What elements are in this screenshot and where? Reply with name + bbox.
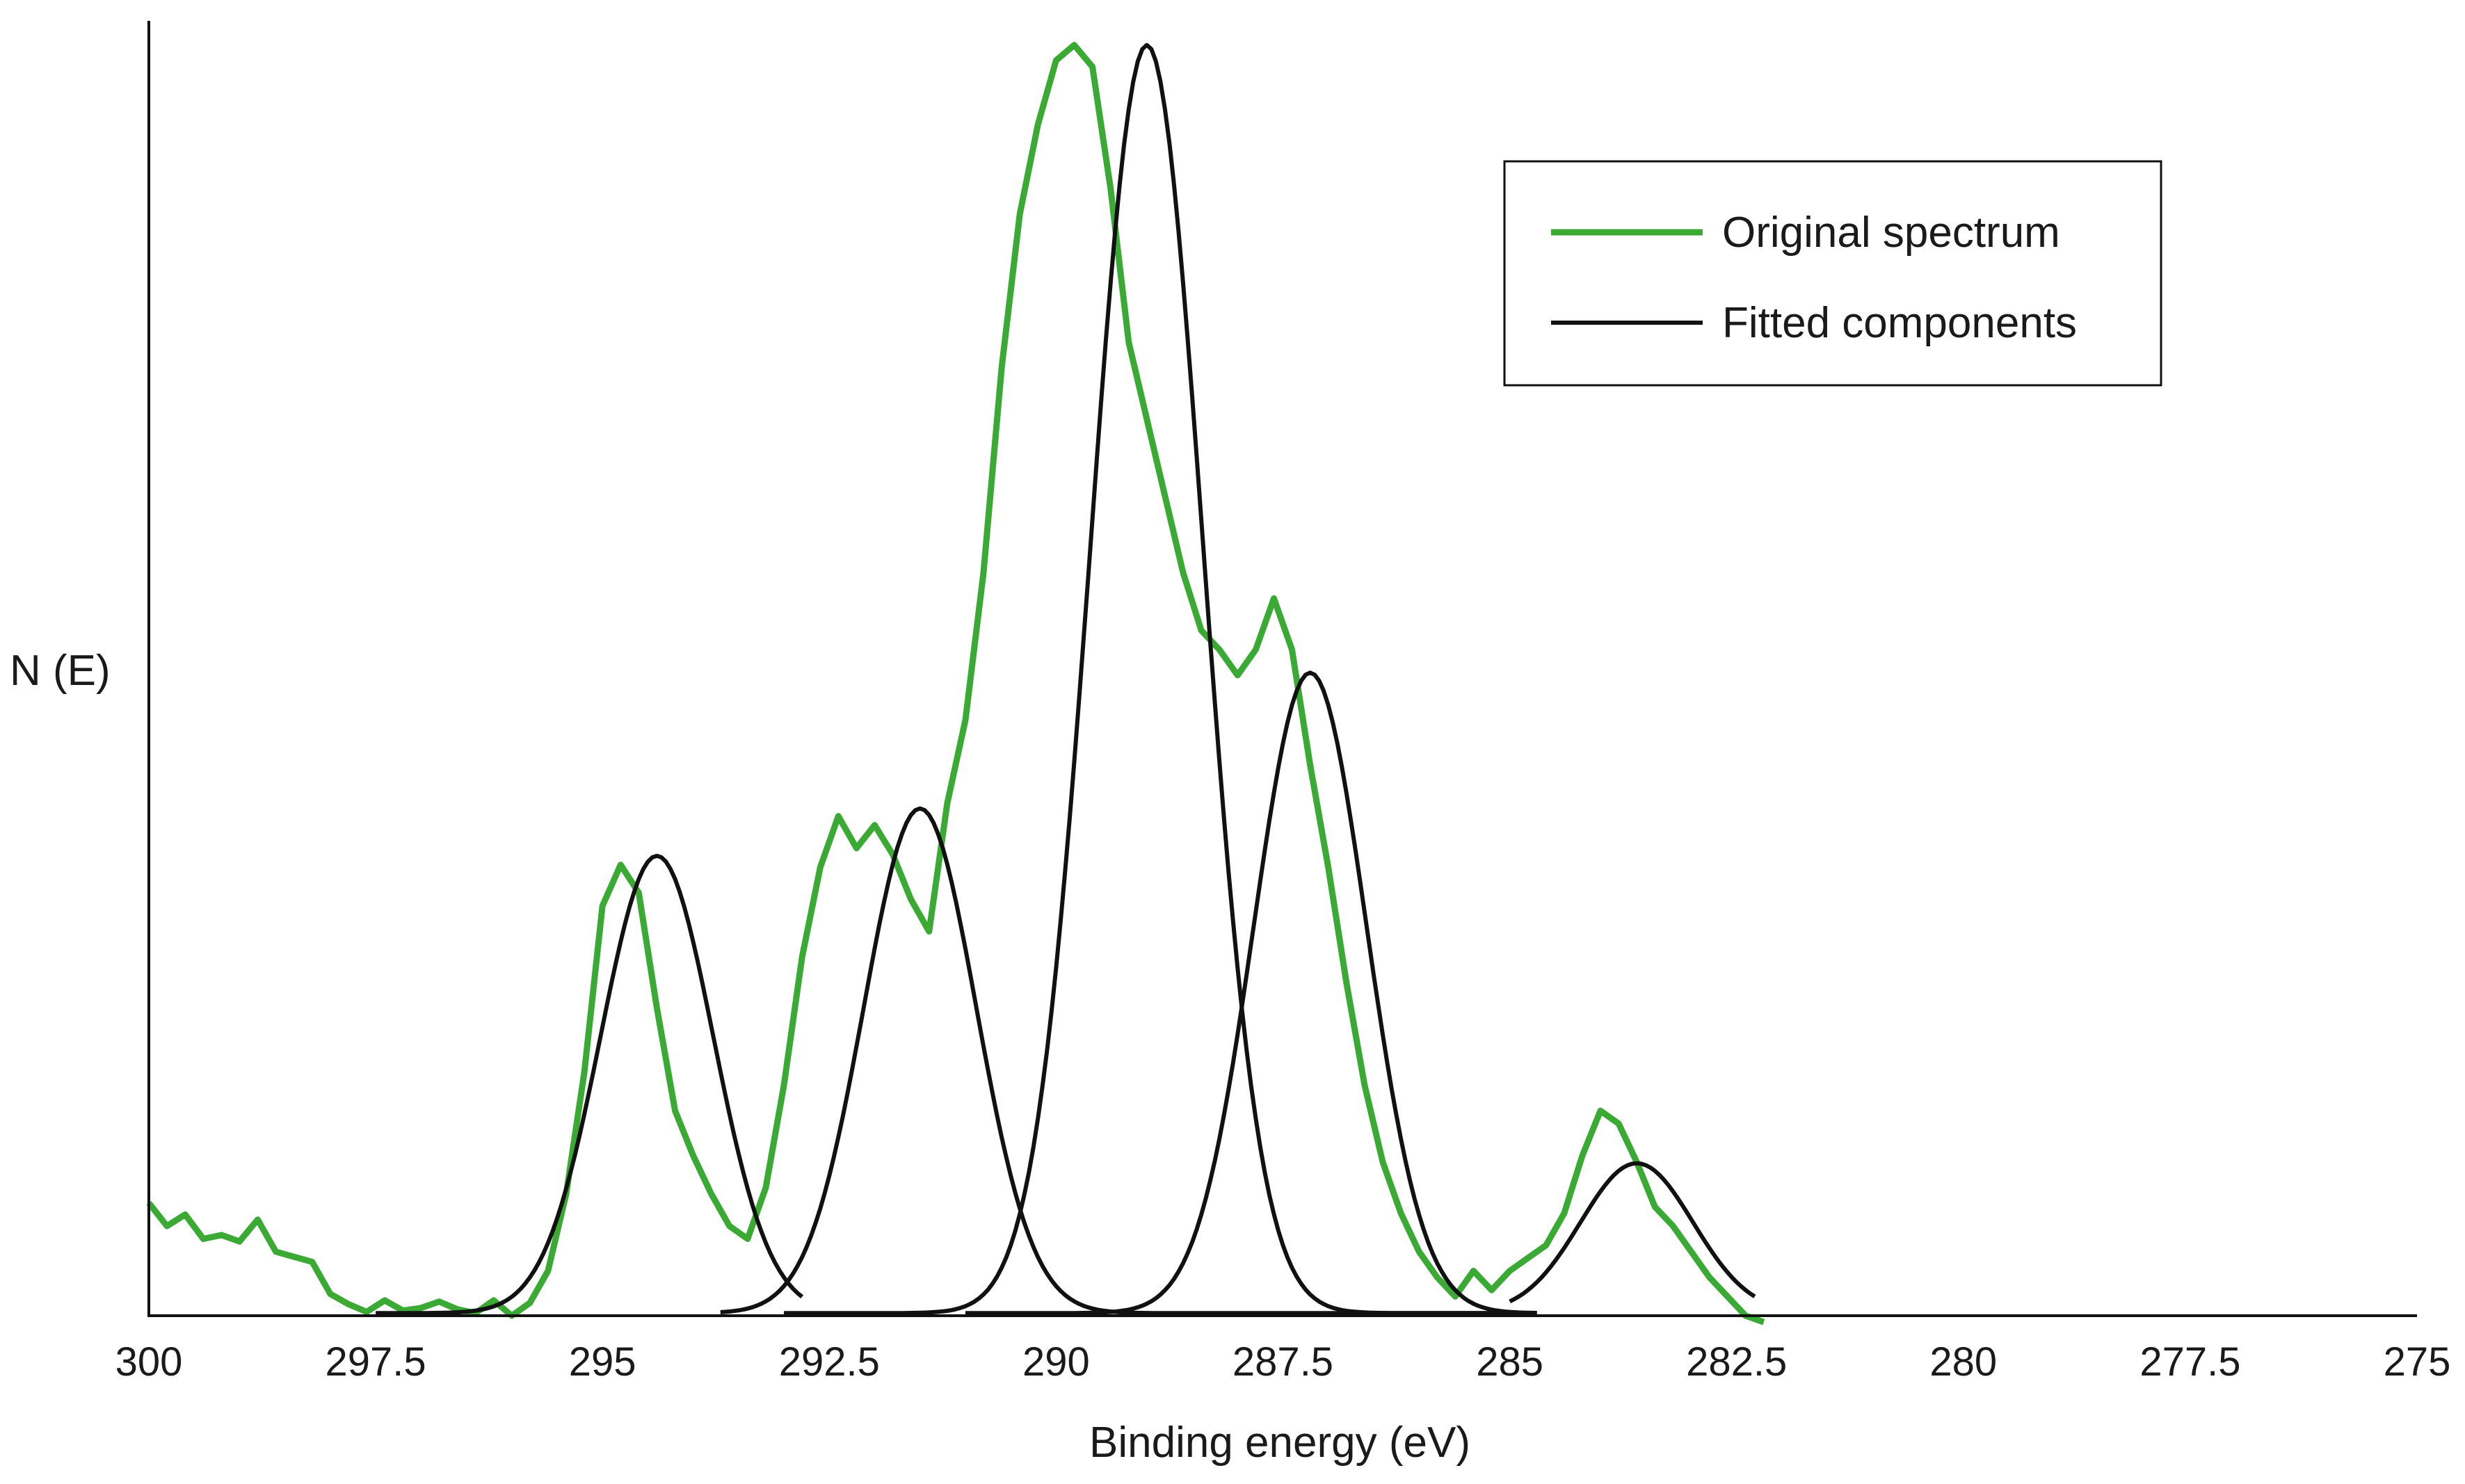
x-tick-label: 282.5: [1686, 1339, 1787, 1385]
fitted-component-4: [965, 670, 1537, 1316]
fitted-component-1: [376, 853, 804, 1316]
plot-area: 300 297.5 295 292.5 290 287.5 285 282.5 280 277.5…: [115, 21, 2451, 1385]
x-tick-label: 287.5: [1232, 1339, 1333, 1385]
y-axis-title: N (E): [10, 647, 111, 695]
legend-label-original: Original spectrum: [1722, 209, 2060, 257]
original-spectrum-line: [146, 42, 1765, 1325]
fitted-component-2: [720, 806, 1510, 1316]
series-layer: [146, 42, 1765, 1325]
x-tick-label: 285: [1476, 1339, 1543, 1385]
x-tick-labels: 300 297.5 295 292.5 290 287.5 285 282.5 280 277.5…: [115, 1339, 2451, 1385]
legend: Original spectrum Fitted components: [1503, 160, 2162, 387]
x-tick-label: 297.5: [326, 1339, 426, 1385]
x-tick-label: 292.5: [779, 1339, 880, 1385]
x-tick-label: 275: [2384, 1339, 2451, 1385]
legend-label-fitted: Fitted components: [1722, 299, 2077, 347]
x-tick-label: 295: [569, 1339, 636, 1385]
x-tick-label: 290: [1022, 1339, 1090, 1385]
fitted-component-3: [784, 42, 1537, 1316]
legend-box: [1503, 160, 2162, 387]
x-tick-label: 300: [115, 1339, 183, 1385]
x-axis-title: Binding energy (eV): [1089, 1419, 1470, 1467]
x-tick-label: 277.5: [2139, 1339, 2240, 1385]
x-tick-label: 280: [1929, 1339, 1997, 1385]
fitted-component-5: [1509, 1161, 1756, 1304]
